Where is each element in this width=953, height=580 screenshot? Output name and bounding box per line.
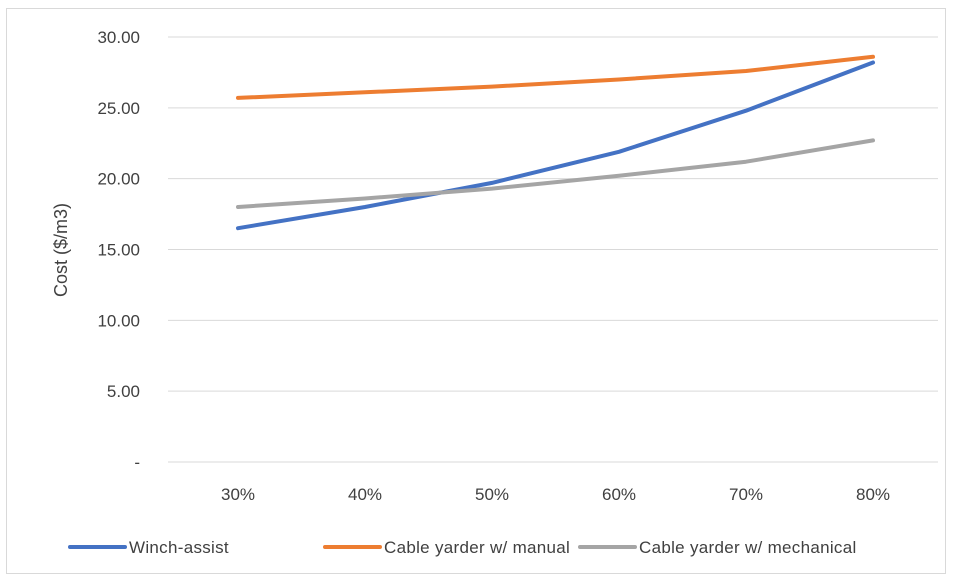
series-line-cable-yarder-w-manual	[236, 54, 875, 100]
x-axis-ticks: 30% 40% 50% 60% 70% 80%	[221, 485, 890, 504]
y-axis-ticks: - 5.00 10.00 15.00 20.00 25.00 30.00	[97, 28, 140, 472]
gridlines	[168, 36, 938, 463]
y-tick-label: 30.00	[97, 28, 140, 47]
legend-label-winch-assist: Winch-assist	[129, 538, 229, 557]
y-tick-label: 15.00	[97, 241, 140, 260]
x-tick-label: 50%	[475, 485, 509, 504]
y-tick-label: 20.00	[97, 170, 140, 189]
legend-label-cable-yarder-w-manual: Cable yarder w/ manual	[384, 538, 570, 557]
y-tick-label: 10.00	[97, 311, 140, 330]
x-tick-label: 30%	[221, 485, 255, 504]
y-tick-label: 5.00	[107, 382, 140, 401]
legend-label-cable-yarder-w-mechanical: Cable yarder w/ mechanical	[639, 538, 857, 557]
x-tick-label: 60%	[602, 485, 636, 504]
x-tick-label: 70%	[729, 485, 763, 504]
series-line-cable-yarder-w-mechanical	[236, 138, 875, 209]
y-tick-label: 25.00	[97, 99, 140, 118]
y-tick-label: -	[134, 453, 140, 472]
series-lines	[236, 54, 875, 231]
y-axis-title: Cost ($/m3)	[51, 203, 71, 297]
chart-frame	[6, 8, 946, 574]
series-line-winch-assist	[236, 60, 875, 231]
x-tick-label: 40%	[348, 485, 382, 504]
x-tick-label: 80%	[856, 485, 890, 504]
legend: Winch-assist Cable yarder w/ manual Cable …	[68, 538, 857, 557]
